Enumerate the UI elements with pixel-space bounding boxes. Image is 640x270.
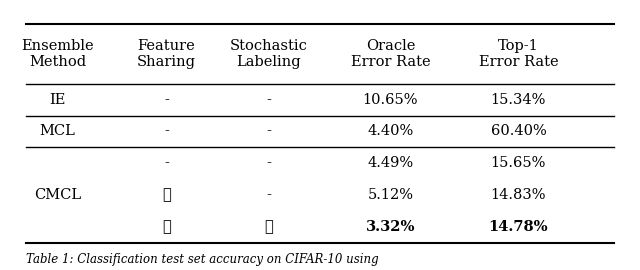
Text: 15.65%: 15.65%: [491, 156, 546, 170]
Text: -: -: [266, 188, 271, 202]
Text: 14.83%: 14.83%: [491, 188, 546, 202]
Text: -: -: [266, 156, 271, 170]
Text: 60.40%: 60.40%: [490, 124, 547, 139]
Text: Oracle
Error Rate: Oracle Error Rate: [351, 39, 430, 69]
Text: -: -: [164, 124, 169, 139]
Text: Top-1
Error Rate: Top-1 Error Rate: [479, 39, 558, 69]
Text: ✓: ✓: [162, 188, 171, 202]
Text: CMCL: CMCL: [34, 188, 81, 202]
Text: -: -: [266, 124, 271, 139]
Text: 5.12%: 5.12%: [367, 188, 413, 202]
Text: MCL: MCL: [40, 124, 76, 139]
Text: 3.32%: 3.32%: [365, 220, 415, 234]
Text: -: -: [164, 156, 169, 170]
Text: -: -: [164, 93, 169, 107]
Text: 10.65%: 10.65%: [363, 93, 418, 107]
Text: Ensemble
Method: Ensemble Method: [21, 39, 94, 69]
Text: Feature
Sharing: Feature Sharing: [137, 39, 196, 69]
Text: IE: IE: [49, 93, 66, 107]
Text: 4.49%: 4.49%: [367, 156, 413, 170]
Text: Table 1: Classification test set accuracy on CIFAR-10 using: Table 1: Classification test set accurac…: [26, 253, 378, 266]
Text: -: -: [266, 93, 271, 107]
Text: ✓: ✓: [264, 220, 273, 234]
Text: 14.78%: 14.78%: [488, 220, 548, 234]
Text: 15.34%: 15.34%: [491, 93, 546, 107]
Text: 4.40%: 4.40%: [367, 124, 413, 139]
Text: ✓: ✓: [162, 220, 171, 234]
Text: Stochastic
Labeling: Stochastic Labeling: [230, 39, 308, 69]
